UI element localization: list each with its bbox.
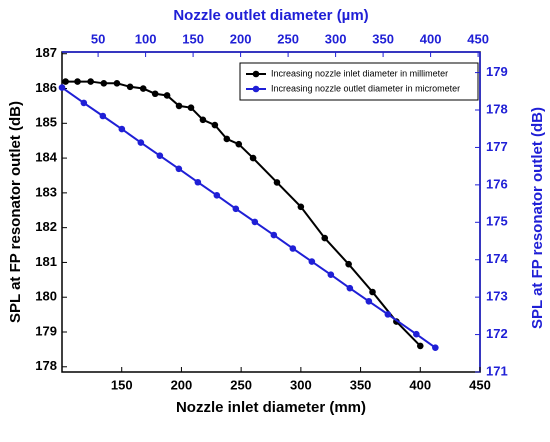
y-tick-label: 178 [35,358,57,373]
data-point [289,245,297,252]
x2-tick-label: 450 [467,31,489,46]
data-point [365,297,373,305]
data-point [211,121,219,129]
data-point [369,288,376,296]
x-tick-label: 350 [350,377,372,392]
y-tick-label: 179 [35,323,57,338]
x-tick-label: 300 [290,377,312,392]
y-tick-label: 185 [35,115,57,130]
data-point [432,344,439,351]
y-tick-label: 180 [35,289,57,304]
x2-tick-label: 200 [230,31,252,46]
data-point [175,102,183,110]
x-tick-label: 250 [230,377,252,392]
data-point [100,80,108,87]
y2-tick-label: 176 [486,176,508,191]
y2-axis-label: SPL at FP resonator outlet (dB) [529,107,546,329]
x2-tick-label: 50 [91,31,105,46]
data-point [273,179,281,186]
y2-tick-label: 174 [486,251,508,266]
y-tick-label: 183 [35,184,57,199]
legend-marker [252,70,260,78]
legend-marker [252,85,260,93]
x-tick-label: 150 [111,377,133,392]
data-point [163,92,171,99]
data-point [251,218,259,226]
data-point [139,85,147,92]
data-point [62,78,69,85]
y-tick-label: 182 [35,219,57,234]
y2-tick-label: 173 [486,289,508,304]
data-point [74,78,81,85]
legend-box [239,62,479,101]
x2-tick-label: 250 [277,31,299,46]
data-point [194,178,202,186]
x2-axis-label: Nozzle outlet diameter (µm) [173,7,368,24]
x-tick-label: 450 [469,377,491,392]
x-tick-label: 400 [409,377,431,392]
data-point [113,80,121,87]
y2-tick-label: 177 [486,139,508,154]
y2-tick-label: 179 [486,64,508,79]
x2-tick-label: 350 [372,31,394,46]
data-point [321,234,329,242]
y2-tick-label: 172 [486,326,508,341]
data-point [384,311,392,318]
legend-label: Increasing nozzle inlet diameter in mill… [271,68,448,78]
data-point [327,271,335,278]
data-point [187,104,195,111]
x2-tick-label: 150 [182,31,204,46]
x2-tick-label: 400 [420,31,442,46]
data-point [232,205,240,213]
y-tick-label: 181 [35,254,57,269]
x-axis-label: Nozzle inlet diameter (mm) [176,399,366,416]
data-point [308,258,316,265]
data-point [151,90,159,98]
data-point [156,152,164,159]
y2-tick-label: 175 [486,214,508,229]
data-point [137,139,145,146]
data-point [346,284,354,292]
data-point [87,78,94,85]
legend-label: Increasing nozzle outlet diameter in mic… [271,83,460,93]
data-point [213,192,221,199]
y2-tick-label: 171 [486,363,508,378]
x-tick-label: 200 [171,377,193,392]
data-point [80,99,88,107]
y-tick-label: 186 [35,80,57,95]
series-line [61,86,436,349]
data-point [416,342,424,350]
data-point [223,135,231,143]
data-point [297,203,305,211]
data-point [413,330,420,338]
data-point [118,125,126,133]
y-axis-label: SPL at FP resonator outlet (dB) [7,101,24,323]
data-point [345,260,352,268]
data-point [249,154,257,162]
data-point [235,140,243,148]
data-point [58,84,66,91]
data-point [99,112,107,120]
data-point [270,231,278,239]
y-tick-label: 184 [35,150,57,165]
x2-tick-label: 100 [135,31,157,46]
data-point [199,116,207,124]
data-point [126,83,134,91]
y2-tick-label: 178 [486,101,508,116]
y-tick-label: 187 [35,45,57,60]
data-point [175,165,183,173]
x2-tick-label: 300 [325,31,347,46]
